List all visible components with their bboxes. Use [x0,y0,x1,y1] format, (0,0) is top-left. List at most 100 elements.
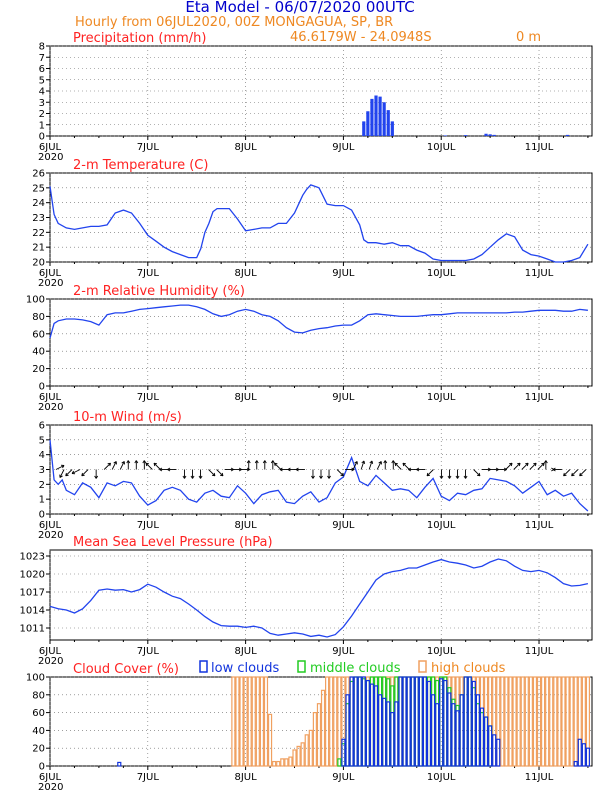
y-tick-label: 1020 [20,570,45,581]
x-tick-label: 9JUL [332,646,355,657]
wind-vector-head [159,467,163,472]
x-tick-label: 9JUL [332,772,355,783]
high-cloud-bar [284,758,289,767]
year-label: 2020 [38,402,63,413]
x-tick-label: 8JUL [235,268,258,279]
high-cloud-bar [553,676,558,767]
low-cloud-bar [443,679,448,767]
precip-bar [378,96,382,136]
wind-vector [145,462,153,470]
y-tick-label: 3 [39,465,45,476]
precip-bar [370,98,374,136]
wind-vector [473,469,481,477]
x-tick-label: 11JUL [525,772,554,783]
wind-vector [360,460,365,470]
y-tick-label: 4 [39,87,45,98]
wind-vector-head [190,475,195,479]
low-cloud-bar [349,676,354,767]
high-clouds-legend-label: high clouds [431,661,506,676]
y-tick-label: 23 [32,213,45,224]
low-cloud-bar [117,761,122,767]
high-cloud-bar [532,676,538,767]
wind-vector-head [476,472,481,477]
high-cloud-bar [276,760,281,767]
wind-vector-head [447,475,452,479]
x-tick-label: 6JUL [39,772,62,783]
low-cloud-bar [386,701,391,767]
low-cloud-bar [418,676,423,767]
wind-vector-head [279,467,283,472]
panel-title: 10-m Wind (m/s) [73,410,182,425]
low-cloud-bar [365,679,370,767]
location-coords: 46.6179W - 24.0948S [290,30,432,45]
x-tick-label: 7JUL [137,772,160,783]
low-cloud-bar [471,680,476,767]
wind-vector [563,469,571,477]
wind-vector [71,469,81,474]
y-tick-label: 0 [39,510,45,521]
low-cloud-bar [463,676,468,767]
high-cloud-bar [243,676,248,767]
wind-vector [579,469,587,477]
precip-bar [382,102,386,136]
wind-vector-head [552,467,556,472]
x-tick-label: 6JUL [39,520,62,531]
high-cloud-bar [508,676,513,767]
wind-vector-head [254,460,259,464]
low-cloud-bar [439,678,444,767]
low-cloud-bar [447,692,452,767]
low-cloud-bar [382,697,387,767]
wind-vector-head [408,467,412,472]
x-tick-label: 6JUL [39,142,62,153]
middle-clouds-legend-swatch [297,660,306,673]
wind-vector [376,461,382,470]
wind-vector-head [319,475,323,479]
wind-vector-head [274,462,278,467]
high-cloud-bar [259,676,265,767]
wind-vector-head [439,475,444,479]
y-tick-label: 20 [32,258,45,269]
low-cloud-bar [406,676,411,767]
low-cloud-bar [345,694,350,767]
high-cloud-bar [288,756,293,767]
x-tick-label: 9JUL [332,520,355,531]
wind-vector-head [246,460,251,464]
chart-subtitle: Hourly from 06JUL2020, 00Z MONGAGUA, SP,… [75,15,393,30]
wind-vector-head [107,462,111,467]
wind-vector [103,462,111,470]
series-line [49,184,589,263]
x-tick-label: 10JUL [427,772,456,783]
wind-vector-head [270,460,275,464]
high-cloud-bar [528,676,533,767]
y-tick-label: 5 [39,75,45,86]
high-cloud-bar [300,742,305,767]
wind-vector-head [59,474,63,478]
wind-vector [111,461,117,470]
panel-title: Mean Sea Level Pressure (hPa) [73,535,273,550]
wind-vector-head [391,460,396,464]
y-tick-label: 3 [39,98,45,109]
precip-bar [443,135,447,137]
wind-vector-head [65,472,69,477]
high-clouds-legend-swatch [418,660,427,673]
panel-title: 2-m Relative Humidity (%) [73,284,245,299]
y-tick-label: 5 [39,435,45,446]
wind-vector-head [369,460,374,464]
wind-vector-head [517,462,521,467]
y-tick-label: 1023 [20,552,45,563]
high-cloud-bar [296,745,301,767]
low-cloud-bar [492,734,497,767]
high-cloud-bar [536,676,542,767]
y-tick-label: 7 [39,53,45,64]
wind-vector [368,460,373,470]
wind-vector [208,469,216,477]
wind-vector [402,462,410,470]
precip-bar [386,110,390,136]
high-cloud-bar [545,676,550,767]
high-cloud-bar [540,676,546,767]
low-cloud-bar [573,760,578,767]
wind-vector [505,462,513,470]
high-cloud-bar [561,676,566,767]
wind-vector [274,462,282,470]
high-cloud-bar [272,760,277,767]
